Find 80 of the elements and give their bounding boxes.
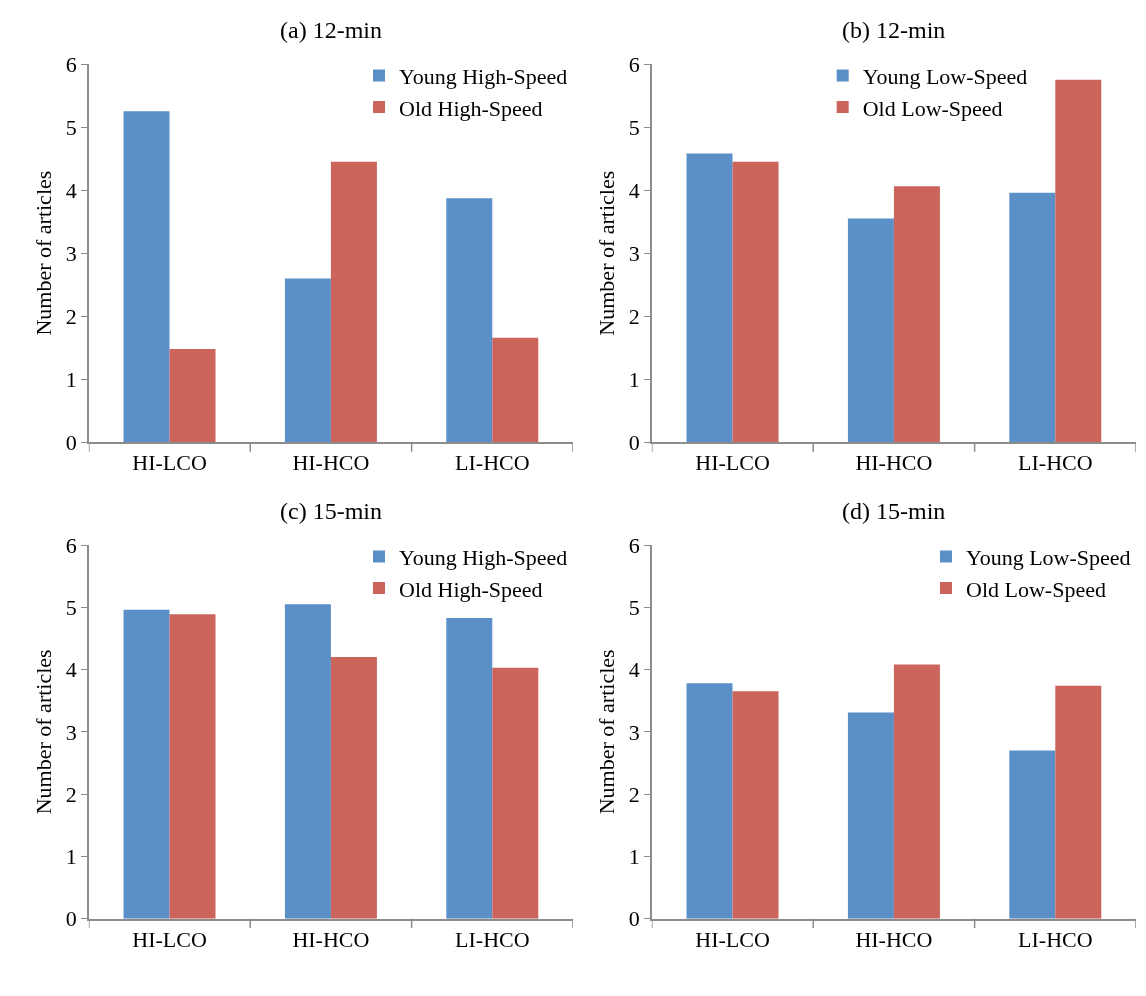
x-tick-label: HI-LCO	[132, 450, 207, 476]
legend-label: Old Low-Speed	[966, 576, 1106, 602]
bar	[330, 657, 377, 919]
y-tick-label: 1	[628, 366, 640, 392]
x-tick-label: HI-HCO	[855, 926, 933, 952]
y-axis-title: Number of articles	[593, 649, 619, 815]
x-tick-label: HI-LCO	[695, 926, 770, 952]
x-tick-label: LI-HCO	[455, 926, 530, 952]
legend-label: Old High-Speed	[399, 95, 543, 121]
y-tick-label: 3	[628, 719, 640, 745]
bar	[732, 691, 779, 919]
bar	[686, 683, 733, 919]
bar	[1009, 750, 1056, 919]
y-tick-label: 5	[65, 595, 77, 621]
y-tick-label: 4	[65, 657, 77, 683]
legend-label: Young High-Speed	[399, 64, 568, 90]
y-tick-label: 0	[65, 906, 77, 932]
y-tick-label: 6	[628, 51, 640, 77]
y-tick-label: 1	[628, 844, 640, 870]
y-tick-label: 2	[628, 303, 640, 329]
legend-label: Old High-Speed	[399, 576, 543, 602]
y-tick-label: 6	[65, 532, 77, 558]
x-tick-label: LI-HCO	[455, 450, 530, 476]
y-tick-label: 2	[628, 781, 640, 807]
y-tick-label: 4	[628, 657, 640, 683]
y-tick-label: 0	[628, 906, 640, 932]
y-tick-label: 5	[628, 595, 640, 621]
chart-title: (b) 12-min	[842, 17, 946, 43]
y-axis-title: Number of articles	[593, 170, 619, 336]
bar	[492, 337, 539, 443]
bar	[123, 609, 170, 919]
x-tick-label: HI-HCO	[292, 926, 370, 952]
x-tick-label: HI-LCO	[132, 926, 207, 952]
y-tick-label: 3	[628, 240, 640, 266]
y-tick-label: 4	[65, 177, 77, 203]
y-tick-label: 0	[628, 430, 640, 455]
legend-label: Young Low-Speed	[862, 64, 1028, 90]
bar	[492, 667, 539, 919]
y-axis-title: Number of articles	[30, 649, 56, 815]
bar	[893, 664, 940, 919]
y-tick-label: 3	[65, 240, 77, 266]
bar	[446, 198, 493, 443]
bar	[686, 153, 733, 443]
y-tick-label: 1	[65, 366, 77, 392]
y-axis-title: Number of articles	[30, 170, 56, 336]
y-tick-label: 5	[628, 114, 640, 140]
legend-label: Young High-Speed	[399, 545, 568, 571]
y-tick-label: 0	[65, 430, 77, 455]
x-tick-label: LI-HCO	[1018, 926, 1093, 952]
y-tick-label: 5	[65, 114, 77, 140]
bar	[284, 604, 331, 919]
y-tick-label: 6	[628, 532, 640, 558]
y-tick-label: 2	[65, 781, 77, 807]
bar	[1055, 79, 1102, 443]
y-tick-label: 1	[65, 844, 77, 870]
bar	[893, 186, 940, 443]
y-tick-label: 2	[65, 303, 77, 329]
bar	[123, 111, 170, 443]
bar	[330, 161, 377, 443]
x-tick-label: HI-HCO	[292, 450, 370, 476]
legend-label: Old Low-Speed	[862, 95, 1003, 121]
legend-label: Young Low-Speed	[966, 545, 1131, 571]
chart-title: (a) 12-min	[280, 17, 382, 43]
bar	[1009, 192, 1056, 443]
bar	[732, 161, 779, 443]
y-tick-label: 3	[65, 719, 77, 745]
bar	[169, 614, 216, 919]
y-tick-label: 6	[65, 51, 77, 77]
bar	[847, 218, 894, 443]
y-tick-label: 4	[628, 177, 640, 203]
x-tick-label: HI-LCO	[695, 450, 770, 476]
bar	[169, 348, 216, 443]
x-tick-label: LI-HCO	[1018, 450, 1093, 476]
bar	[446, 617, 493, 919]
chart-title: (c) 15-min	[280, 498, 382, 524]
bar	[847, 712, 894, 919]
bar	[1055, 685, 1102, 919]
chart-title: (d) 15-min	[842, 498, 946, 524]
bar	[284, 278, 331, 443]
x-tick-label: HI-HCO	[855, 450, 933, 476]
